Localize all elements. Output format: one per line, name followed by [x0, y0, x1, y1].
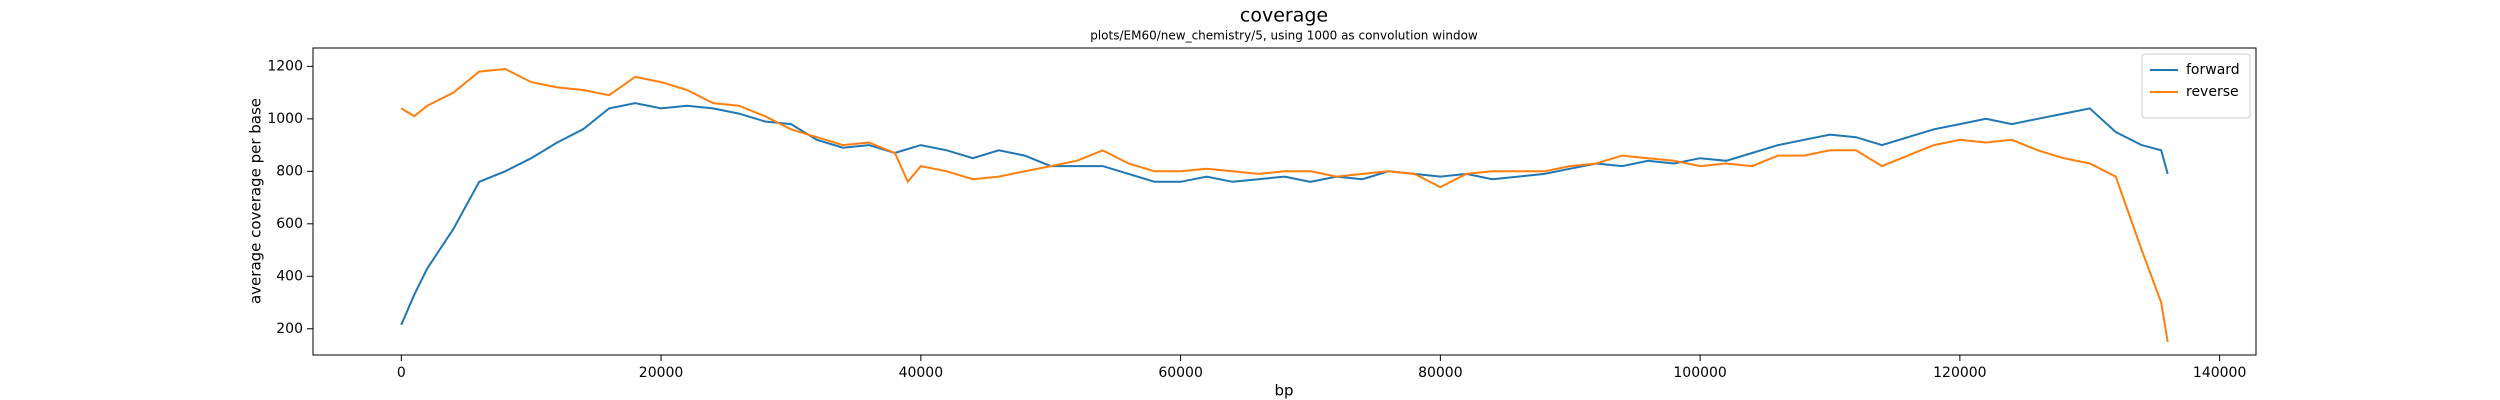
y-tick-label: 200 [276, 321, 303, 337]
legend-label: forward [2186, 62, 2240, 78]
x-tick-label: 60000 [1158, 365, 1203, 381]
x-tick-label: 100000 [1673, 365, 1726, 381]
y-tick-label: 1000 [267, 111, 303, 127]
y-axis-label: average coverage per base [247, 98, 265, 304]
y-tick-label: 600 [276, 216, 303, 232]
series-line [400, 102, 2169, 326]
x-tick-label: 40000 [899, 365, 944, 381]
x-tick-label: 0 [397, 365, 406, 381]
chart-subtitle: plots/EM60/new_chemistry/5, using 1000 a… [1090, 29, 1478, 43]
y-tick-label: 400 [276, 268, 303, 284]
y-tick-label: 1200 [267, 58, 303, 74]
plot-frame [312, 47, 2257, 356]
x-tick-label: 20000 [639, 365, 684, 381]
chart-title: coverage [1240, 5, 1328, 27]
x-axis-label: bp [1274, 382, 1293, 400]
series-line [400, 67, 2169, 343]
legend-label: reverse [2186, 84, 2239, 100]
x-tick-label: 80000 [1418, 365, 1463, 381]
y-tick-label: 800 [276, 163, 303, 179]
x-tick-label: 120000 [1933, 365, 1986, 381]
x-tick-label: 140000 [2193, 365, 2246, 381]
